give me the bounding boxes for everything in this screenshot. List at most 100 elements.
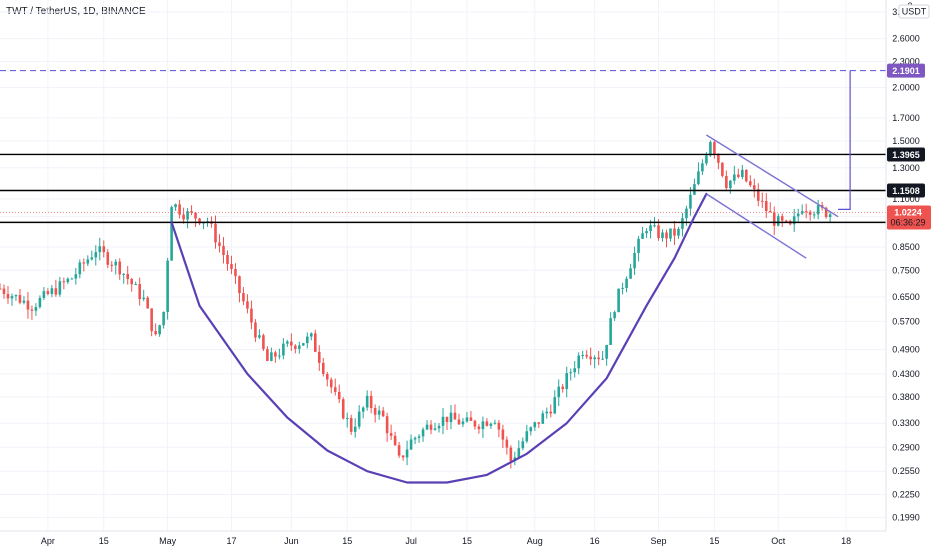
candle-body-53 xyxy=(258,335,261,338)
time-tick-6: Jul xyxy=(405,536,417,546)
candle-body-181 xyxy=(768,211,772,213)
level-badge-1 xyxy=(887,183,925,198)
time-tick-0: Apr xyxy=(41,536,55,546)
candle-body-176 xyxy=(749,181,752,186)
candle-body-127 xyxy=(553,397,557,414)
candle-body-160 xyxy=(685,208,688,219)
candle-body-26 xyxy=(150,308,153,332)
level-badge-3 xyxy=(887,63,925,78)
level-badge-text-0: 1.3965 xyxy=(892,150,920,160)
candle-body-141 xyxy=(609,318,612,345)
candle-body-16 xyxy=(110,264,114,266)
price-axis[interactable]: 3.00002.60002.30002.00001.70001.50001.30… xyxy=(885,0,930,531)
price-tick-14: 0.4300 xyxy=(892,369,920,379)
candle-body--8 xyxy=(14,295,18,297)
candle-body-100 xyxy=(445,416,449,423)
candle-body-147 xyxy=(633,252,636,269)
cup-curve xyxy=(170,192,708,484)
candle-body-60 xyxy=(286,341,289,344)
candle-body-136 xyxy=(589,356,592,360)
candle-body-104 xyxy=(461,421,465,425)
candle-body-180 xyxy=(764,201,768,212)
candle-body-131 xyxy=(569,372,573,374)
candle-body--11 xyxy=(2,288,6,295)
level-badge-0 xyxy=(887,147,925,162)
candle-body-93 xyxy=(417,436,421,438)
price-tick-16: 0.3300 xyxy=(892,418,920,428)
candle-body-45 xyxy=(226,254,229,265)
candle-body-57 xyxy=(274,352,277,357)
candle-body-86 xyxy=(389,433,393,436)
candle-body-8 xyxy=(78,262,82,275)
candle-body-80 xyxy=(365,395,369,408)
candle-body-146 xyxy=(629,268,632,279)
candle-body-143 xyxy=(617,288,620,313)
candle-body-133 xyxy=(577,355,580,369)
time-tick-9: 16 xyxy=(590,536,600,546)
countdown-text: 06:36:29 xyxy=(890,218,925,228)
candle-body-64 xyxy=(302,343,305,346)
candle-body-135 xyxy=(585,354,588,357)
price-tick-11: 0.6500 xyxy=(892,292,920,302)
candle-body-61 xyxy=(290,341,293,346)
candle-body-130 xyxy=(565,373,569,390)
candle-body--2 xyxy=(38,297,42,308)
candle-body-72 xyxy=(333,387,337,392)
candle-body-70 xyxy=(325,373,329,380)
candle-body-48 xyxy=(238,276,241,294)
time-tick-1: 15 xyxy=(99,536,109,546)
candle-body-107 xyxy=(473,420,477,427)
price-tick-4: 1.7000 xyxy=(892,113,920,123)
candle-body-138 xyxy=(597,357,600,360)
candle-body-165 xyxy=(705,155,708,164)
candle-body-50 xyxy=(246,301,249,309)
candle-body-30 xyxy=(166,260,169,312)
candle-body-101 xyxy=(449,412,453,423)
candle-body-125 xyxy=(545,411,549,414)
candle-body-98 xyxy=(437,425,441,429)
chart-title: TWT / TetherUS, 1D, BINANCE xyxy=(6,6,146,17)
candle-body-171 xyxy=(729,180,732,189)
price-tick-13: 0.4900 xyxy=(892,345,920,355)
pattern-drawings[interactable] xyxy=(170,70,851,484)
candle-body-76 xyxy=(349,418,353,432)
candle-body-11 xyxy=(90,257,94,260)
candle-body-88 xyxy=(397,445,401,456)
candle-body-175 xyxy=(745,169,748,182)
candle-body-168 xyxy=(717,154,720,163)
time-tick-12: Oct xyxy=(771,536,786,546)
candle-body-151 xyxy=(649,225,652,232)
candle-body-22 xyxy=(134,284,137,286)
candle-body-166 xyxy=(709,142,712,156)
candle-body-105 xyxy=(465,417,469,422)
candle-body-12 xyxy=(94,252,98,258)
candle-body-21 xyxy=(130,279,133,285)
candle-body-14 xyxy=(102,246,106,253)
time-axis[interactable]: Apr 15 May 17 Jun 15 Jul 15 Aug 16 Sep 15 Oct 18 xyxy=(0,530,886,546)
candle-body-134 xyxy=(581,354,584,356)
candle-body-13 xyxy=(98,246,102,253)
chart-grid xyxy=(0,0,886,531)
candle-body-185 xyxy=(784,220,788,222)
price-tick-12: 0.5700 xyxy=(892,316,920,326)
candle-body-35 xyxy=(186,211,189,220)
price-tick-5: 1.5000 xyxy=(892,136,920,146)
candle-body-126 xyxy=(549,411,553,414)
candle-body-124 xyxy=(541,413,545,424)
candle-body--6 xyxy=(22,300,26,303)
candle-body-157 xyxy=(673,228,676,236)
candle-body--4 xyxy=(30,309,34,311)
candle-body-129 xyxy=(561,386,565,390)
time-tick-10: Sep xyxy=(651,536,667,546)
candle-body-20 xyxy=(126,273,130,280)
candle-body-155 xyxy=(665,232,668,239)
candle-body-177 xyxy=(753,185,756,190)
candle-body-118 xyxy=(517,448,521,458)
time-tick-7: 15 xyxy=(462,536,472,546)
candle-body-92 xyxy=(413,437,417,440)
candle-body-78 xyxy=(357,411,361,427)
horizontal-levels[interactable] xyxy=(0,70,886,224)
candle-body--1 xyxy=(42,291,46,298)
candle-body--5 xyxy=(26,300,30,310)
